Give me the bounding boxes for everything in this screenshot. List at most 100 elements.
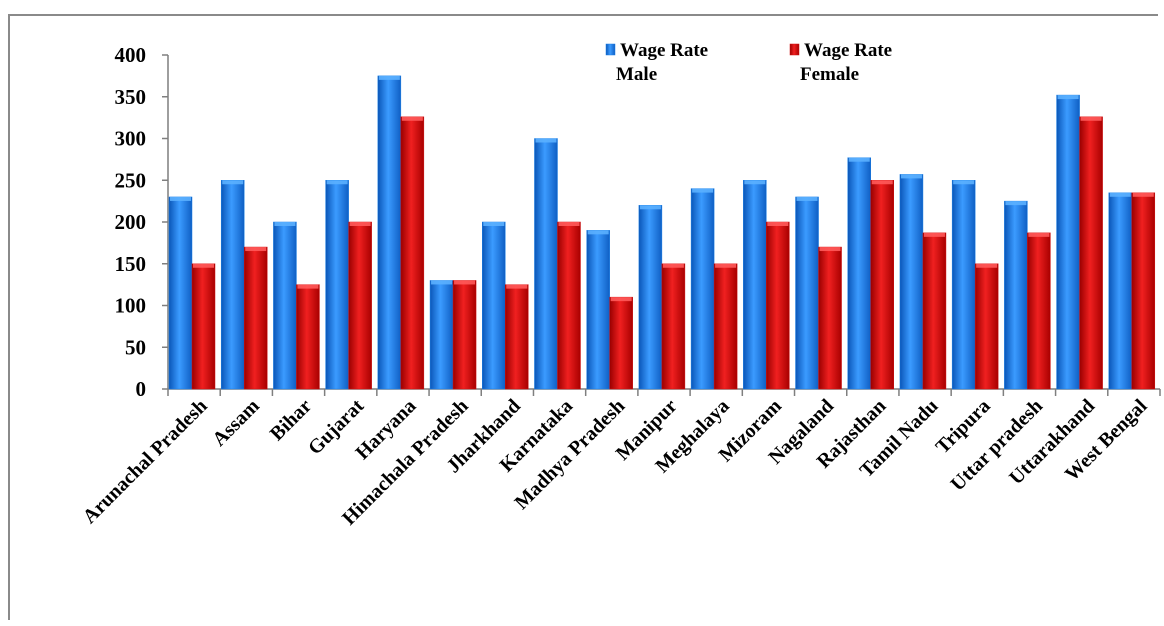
bar-top-highlight: [1132, 192, 1154, 197]
bar-male-nagaland: [795, 196, 819, 390]
bar-top-highlight: [587, 230, 609, 235]
axes: 0 50 100 150 200 250 300 350 400: [115, 43, 1161, 401]
bar-female-tripura: [974, 263, 999, 390]
bar-top-highlight: [1109, 192, 1131, 197]
bar-male-meghalaya: [690, 188, 715, 390]
bar-male-rajasthan: [847, 157, 871, 390]
bar-female-madhya-pradesh: [609, 296, 633, 390]
bar-top-highlight: [222, 180, 244, 185]
bar-male-gujarat: [325, 180, 349, 390]
bar-top-highlight: [639, 205, 661, 210]
bar-top-highlight: [848, 157, 870, 162]
y-tick-label: 50: [125, 335, 146, 359]
y-tick-label: 100: [115, 294, 147, 318]
bar-top-highlight: [1080, 116, 1102, 121]
bar-female-gujarat: [348, 221, 372, 390]
bar-female-arunachal-pradesh: [191, 263, 216, 390]
bar-male-west-bengal: [1108, 192, 1133, 390]
legend-swatch-female: [789, 43, 800, 56]
bar-male-haryana: [377, 75, 402, 390]
bar-male-himachala-pradesh: [429, 280, 454, 390]
x-tick-label: Assam: [208, 395, 264, 451]
bar-top-highlight: [193, 263, 214, 268]
bar-top-highlight: [819, 247, 841, 252]
bar-female-uttar-pradesh: [1027, 232, 1051, 390]
bar-female-rajasthan: [870, 180, 894, 390]
bar-top-highlight: [1005, 201, 1027, 206]
bar-male-uttar-pradesh: [1004, 200, 1028, 390]
x-tick-label: Arunachal Pradesh: [79, 395, 212, 528]
bar-top-highlight: [715, 263, 737, 268]
bar-top-highlight: [431, 280, 453, 285]
x-tick-label: Bihar: [266, 395, 316, 445]
bar-top-highlight: [610, 297, 632, 302]
bar-top-highlight: [170, 196, 191, 201]
bar-top-highlight: [796, 196, 818, 201]
bar-top-highlight: [1028, 232, 1050, 237]
bars: [168, 75, 1156, 390]
bar-female-himachala-pradesh: [452, 280, 477, 390]
bar-top-highlight: [1057, 95, 1079, 100]
bar-top-highlight: [274, 222, 296, 226]
bar-top-highlight: [900, 174, 922, 179]
legend-label: Wage Rate: [804, 40, 892, 61]
legend: Wage Rate Male Wage Rate Female: [605, 40, 892, 85]
bar-top-highlight: [662, 263, 684, 268]
bar-male-karnataka: [534, 138, 558, 390]
bar-top-highlight: [767, 222, 789, 226]
bar-top-highlight: [454, 280, 476, 285]
bar-male-manipur: [638, 205, 663, 390]
y-tick-label: 300: [115, 127, 147, 151]
legend-label: Wage Rate: [620, 40, 708, 61]
bar-female-haryana: [400, 116, 425, 390]
y-tick-label: 150: [115, 252, 147, 276]
bar-top-highlight: [483, 222, 505, 226]
bar-top-highlight: [923, 232, 945, 237]
bar-male-jharkhand: [482, 221, 506, 390]
bar-top-highlight: [871, 180, 893, 185]
bar-female-tamil-nadu: [922, 232, 947, 390]
bar-female-karnataka: [557, 221, 581, 390]
bar-top-highlight: [245, 247, 267, 252]
legend-swatch-male: [605, 43, 616, 56]
bar-top-highlight: [506, 284, 528, 289]
legend-label: Male: [616, 64, 657, 85]
y-tick-label: 200: [115, 210, 147, 234]
bar-top-highlight: [349, 222, 371, 226]
bar-male-tamil-nadu: [899, 174, 924, 390]
bar-female-west-bengal: [1131, 192, 1156, 390]
bar-male-assam: [220, 180, 245, 390]
bar-top-highlight: [297, 284, 319, 289]
legend-label: Female: [800, 64, 859, 85]
bar-female-meghalaya: [713, 263, 738, 390]
bar-top-highlight: [326, 180, 348, 185]
y-tick-label: 400: [115, 43, 147, 67]
bar-top-highlight: [976, 263, 998, 268]
bar-female-mizoram: [766, 221, 790, 390]
bar-male-uttarakhand: [1056, 94, 1080, 390]
bar-female-uttarakhand: [1079, 116, 1103, 390]
bar-top-highlight: [378, 75, 400, 80]
bar-female-manipur: [661, 263, 686, 390]
y-tick-label: 0: [136, 377, 147, 401]
bar-top-highlight: [401, 116, 423, 121]
bar-male-bihar: [273, 221, 297, 390]
y-tick-label: 250: [115, 168, 147, 192]
chart-frame: [8, 14, 1158, 620]
bar-male-arunachal-pradesh: [168, 196, 193, 390]
x-tick-label: Uttar pradesh: [946, 395, 1047, 496]
bar-top-highlight: [953, 180, 975, 185]
bar-male-madhya-pradesh: [586, 230, 610, 390]
bar-female-nagaland: [818, 246, 842, 390]
bar-top-highlight: [744, 180, 766, 185]
bar-male-mizoram: [743, 180, 767, 390]
bar-male-tripura: [951, 180, 976, 390]
y-tick-label: 350: [115, 85, 147, 109]
bar-top-highlight: [692, 188, 714, 193]
bar-female-bihar: [296, 284, 320, 390]
bar-top-highlight: [535, 138, 557, 143]
bar-top-highlight: [558, 222, 580, 226]
bar-female-jharkhand: [505, 284, 529, 390]
